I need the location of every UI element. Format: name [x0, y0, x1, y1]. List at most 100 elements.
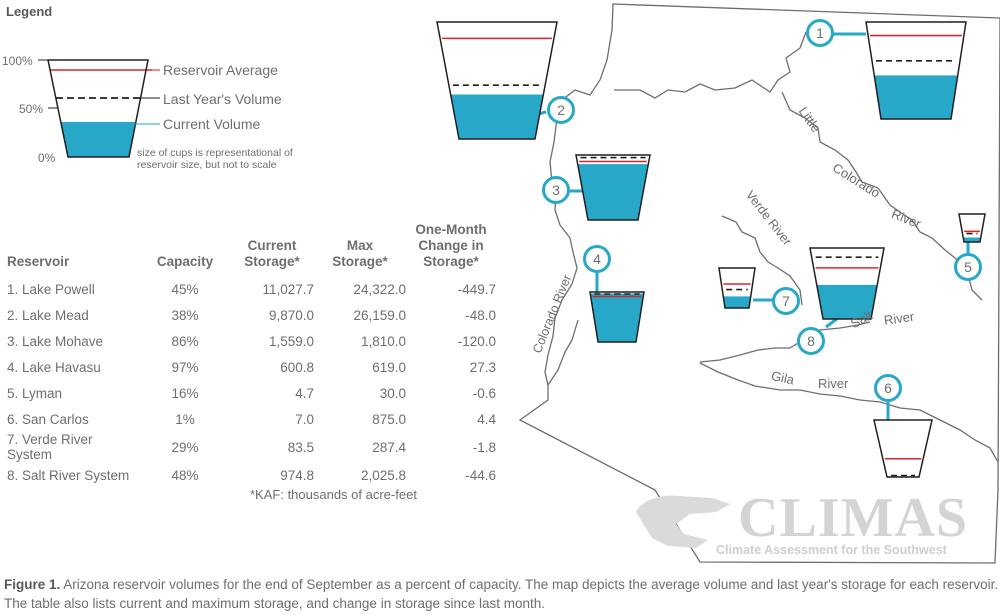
marker-5-circle: [954, 253, 982, 281]
table-row: 6. San Carlos 1% 7.0 875.0 4.4: [4, 406, 496, 432]
reservoir-markers: 1 2 3 4 5 6 7 8: [542, 19, 982, 402]
cell-current: 1,559.0: [268, 333, 314, 349]
cell-change: -44.6: [465, 467, 496, 483]
cell-capacity: 16%: [171, 385, 199, 401]
cell-capacity: 1%: [175, 411, 195, 427]
marker-3: 3: [542, 176, 570, 204]
marker-2-circle: [547, 96, 575, 124]
marker-3-label: 3: [552, 182, 560, 198]
legend-pct-50: 50%: [19, 102, 44, 116]
table-body: 1. Lake Powell 45% 11,027.7 24,322.0 -449.7 2…: [4, 276, 496, 488]
header-change: One-Month Change in Storage*: [415, 222, 487, 269]
cup-5-outline: [958, 213, 986, 243]
cup-5-water: [963, 237, 981, 242]
marker-3-circle: [542, 176, 570, 204]
marker-7-circle: [772, 287, 800, 315]
cell-change: -0.6: [472, 385, 496, 401]
river-salt: [699, 321, 871, 363]
cup-6: [873, 419, 933, 478]
cup-2-water: [450, 94, 544, 139]
cup-1-outline: [865, 21, 967, 120]
marker-1-label: 1: [816, 25, 824, 41]
cup-6-outline: [873, 419, 933, 478]
cell-change: 27.3: [469, 359, 496, 375]
reservoir-table: Reservoir Capacity Current Storage* Max St…: [4, 222, 496, 488]
cell-current: 83.5: [287, 439, 314, 455]
cup-8: [809, 247, 885, 320]
table-row: 5. Lyman 16% 4.7 30.0 -0.6: [4, 380, 496, 406]
cell-reservoir: 8. Salt River System: [7, 467, 130, 483]
cup-4: [589, 291, 645, 343]
marker-4-circle: [583, 245, 611, 273]
cell-change: -48.0: [465, 307, 496, 323]
marker-8-circle: [797, 327, 825, 355]
cell-capacity: 48%: [171, 467, 199, 483]
cell-change: -1.8: [472, 439, 496, 455]
climas-logo-mark: [636, 495, 730, 548]
cell-reservoir: 1. Lake Powell: [7, 281, 95, 297]
legend-note: size of cups is representational of rese…: [137, 147, 293, 171]
cup-1-water: [874, 75, 958, 119]
marker-7-label: 7: [782, 293, 790, 309]
marker-8: 8: [797, 327, 825, 355]
cell-current: 600.8: [280, 359, 314, 375]
cell-current: 11,027.7: [262, 281, 314, 297]
legend-pct-0: 0%: [38, 151, 56, 165]
cell-current: 974.8: [280, 467, 314, 483]
cell-max: 619.0: [372, 359, 406, 375]
header-reservoir: Reservoir: [7, 254, 70, 269]
cup-7: [718, 267, 756, 309]
cup-3-water: [577, 164, 649, 220]
table-footnote: *KAF: thousands of acre-feet: [250, 487, 417, 502]
cup-3-outline: [575, 154, 651, 221]
caption-label: Figure 1.: [4, 577, 61, 592]
river-gila: [699, 362, 999, 463]
cell-capacity: 86%: [171, 333, 199, 349]
logo-tagline: Climate Assessment for the Southwest: [716, 543, 947, 557]
legend-title: Legend: [6, 4, 53, 19]
table-row: 7. Verde River System 29% 83.5 287.4 -1.8: [4, 432, 496, 462]
legend-current: Current Volume: [163, 116, 261, 132]
cup-8-water: [816, 284, 878, 319]
cell-reservoir: 3. Lake Mohave: [7, 333, 104, 349]
river-colorado-north: [614, 31, 807, 99]
marker-6-label: 6: [884, 380, 892, 396]
cell-max: 2,025.8: [360, 467, 406, 483]
cup-2: [436, 21, 558, 140]
river-verde: [721, 215, 803, 306]
legend-reservoir-average: Reservoir Average: [163, 62, 278, 78]
cell-reservoir: 7. Verde River System: [7, 432, 93, 462]
cup-3: [575, 154, 651, 221]
marker-2-label: 2: [557, 102, 565, 118]
marker-4-label: 4: [593, 251, 601, 267]
cup-2-outline: [436, 21, 558, 140]
cell-max: 24,322.0: [353, 281, 406, 297]
cell-capacity: 97%: [171, 359, 199, 375]
cell-capacity: 45%: [171, 281, 199, 297]
caption-text: Arizona reservoir volumes for the end of…: [4, 577, 999, 611]
cell-max: 30.0: [379, 385, 406, 401]
table-header-row: Reservoir Capacity Current Storage* Max St…: [4, 222, 496, 276]
cell-current: 9,870.0: [268, 307, 314, 323]
table-row: 4. Lake Havasu 97% 600.8 619.0 27.3: [4, 354, 496, 380]
cup-8-outline: [809, 247, 885, 320]
cell-reservoir: 2. Lake Mead: [7, 307, 89, 323]
cell-max: 287.4: [372, 439, 406, 455]
legend-pct-100: 100%: [2, 54, 33, 68]
legend-last-year: Last Year's Volume: [163, 91, 282, 107]
marker-4: 4: [583, 245, 611, 273]
cup-4-water: [590, 293, 644, 342]
cup-7-water: [723, 296, 751, 308]
marker-6: 6: [874, 374, 902, 402]
header-capacity: Capacity: [156, 254, 214, 269]
marker-7: 7: [772, 287, 800, 315]
legend-cup-outline: [47, 59, 149, 158]
table-row: 8. Salt River System 48% 974.8 2,025.8 -44.6: [4, 462, 496, 488]
cup-4-outline: [589, 291, 645, 343]
cell-max: 1,810.0: [360, 333, 406, 349]
marker-2: 2: [547, 96, 575, 124]
table-row: 2. Lake Mead 38% 9,870.0 26,159.0 -48.0: [4, 302, 496, 328]
table-row: 3. Lake Mohave 86% 1,559.0 1,810.0 -120.0: [4, 328, 496, 354]
cell-max: 26,159.0: [353, 307, 406, 323]
cell-reservoir: 5. Lyman: [7, 385, 63, 401]
